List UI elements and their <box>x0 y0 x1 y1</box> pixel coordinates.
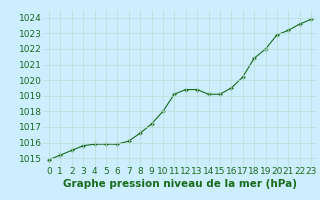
X-axis label: Graphe pression niveau de la mer (hPa): Graphe pression niveau de la mer (hPa) <box>63 179 297 189</box>
